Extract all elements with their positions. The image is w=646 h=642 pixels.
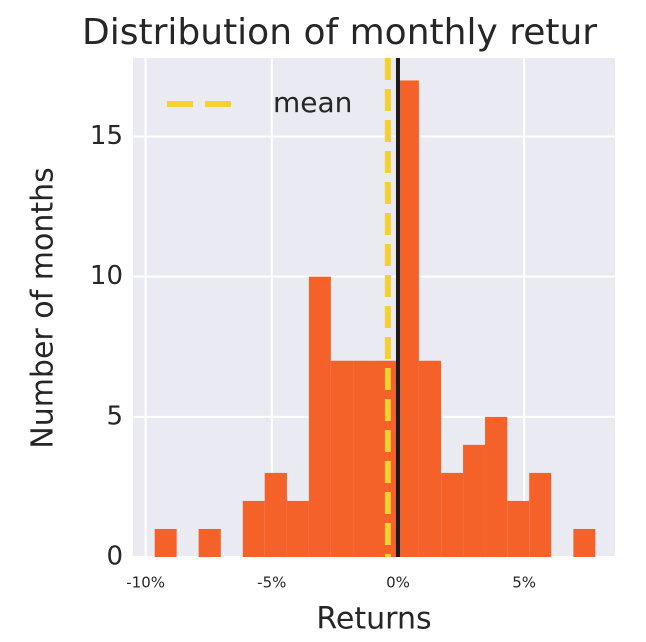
chart-title: Distribution of monthly retur (82, 12, 597, 53)
x-tick-label: -10% (126, 574, 165, 592)
marks (154, 58, 596, 557)
y-tick-label: 0 (106, 542, 123, 572)
bar (529, 472, 552, 557)
x-tick-label: 0% (386, 574, 410, 592)
bar (286, 500, 309, 557)
x-axis-label: Returns (316, 602, 431, 637)
legend-label: mean (273, 86, 352, 119)
bar (154, 528, 177, 557)
x-tick-label: 5% (512, 574, 536, 592)
bar (463, 444, 486, 557)
bar (441, 472, 464, 557)
y-tick-label: 10 (90, 261, 123, 291)
bar (308, 276, 331, 557)
y-tick-label: 5 (106, 401, 123, 431)
y-tick-label: 15 (90, 121, 123, 151)
bar (375, 360, 397, 557)
bar (396, 80, 419, 557)
labels: 0 5 10 15 -10% -5% 0% 5% mean (90, 86, 536, 592)
bar (485, 416, 508, 557)
bar (330, 360, 354, 557)
bar (198, 528, 221, 557)
bar (242, 500, 265, 557)
bar (573, 528, 596, 557)
bar (418, 360, 442, 557)
bar (264, 472, 287, 557)
x-tick-label: -5% (257, 574, 286, 592)
y-axis-label: Number of months (26, 167, 61, 449)
bar (507, 500, 530, 557)
bar (353, 360, 376, 557)
